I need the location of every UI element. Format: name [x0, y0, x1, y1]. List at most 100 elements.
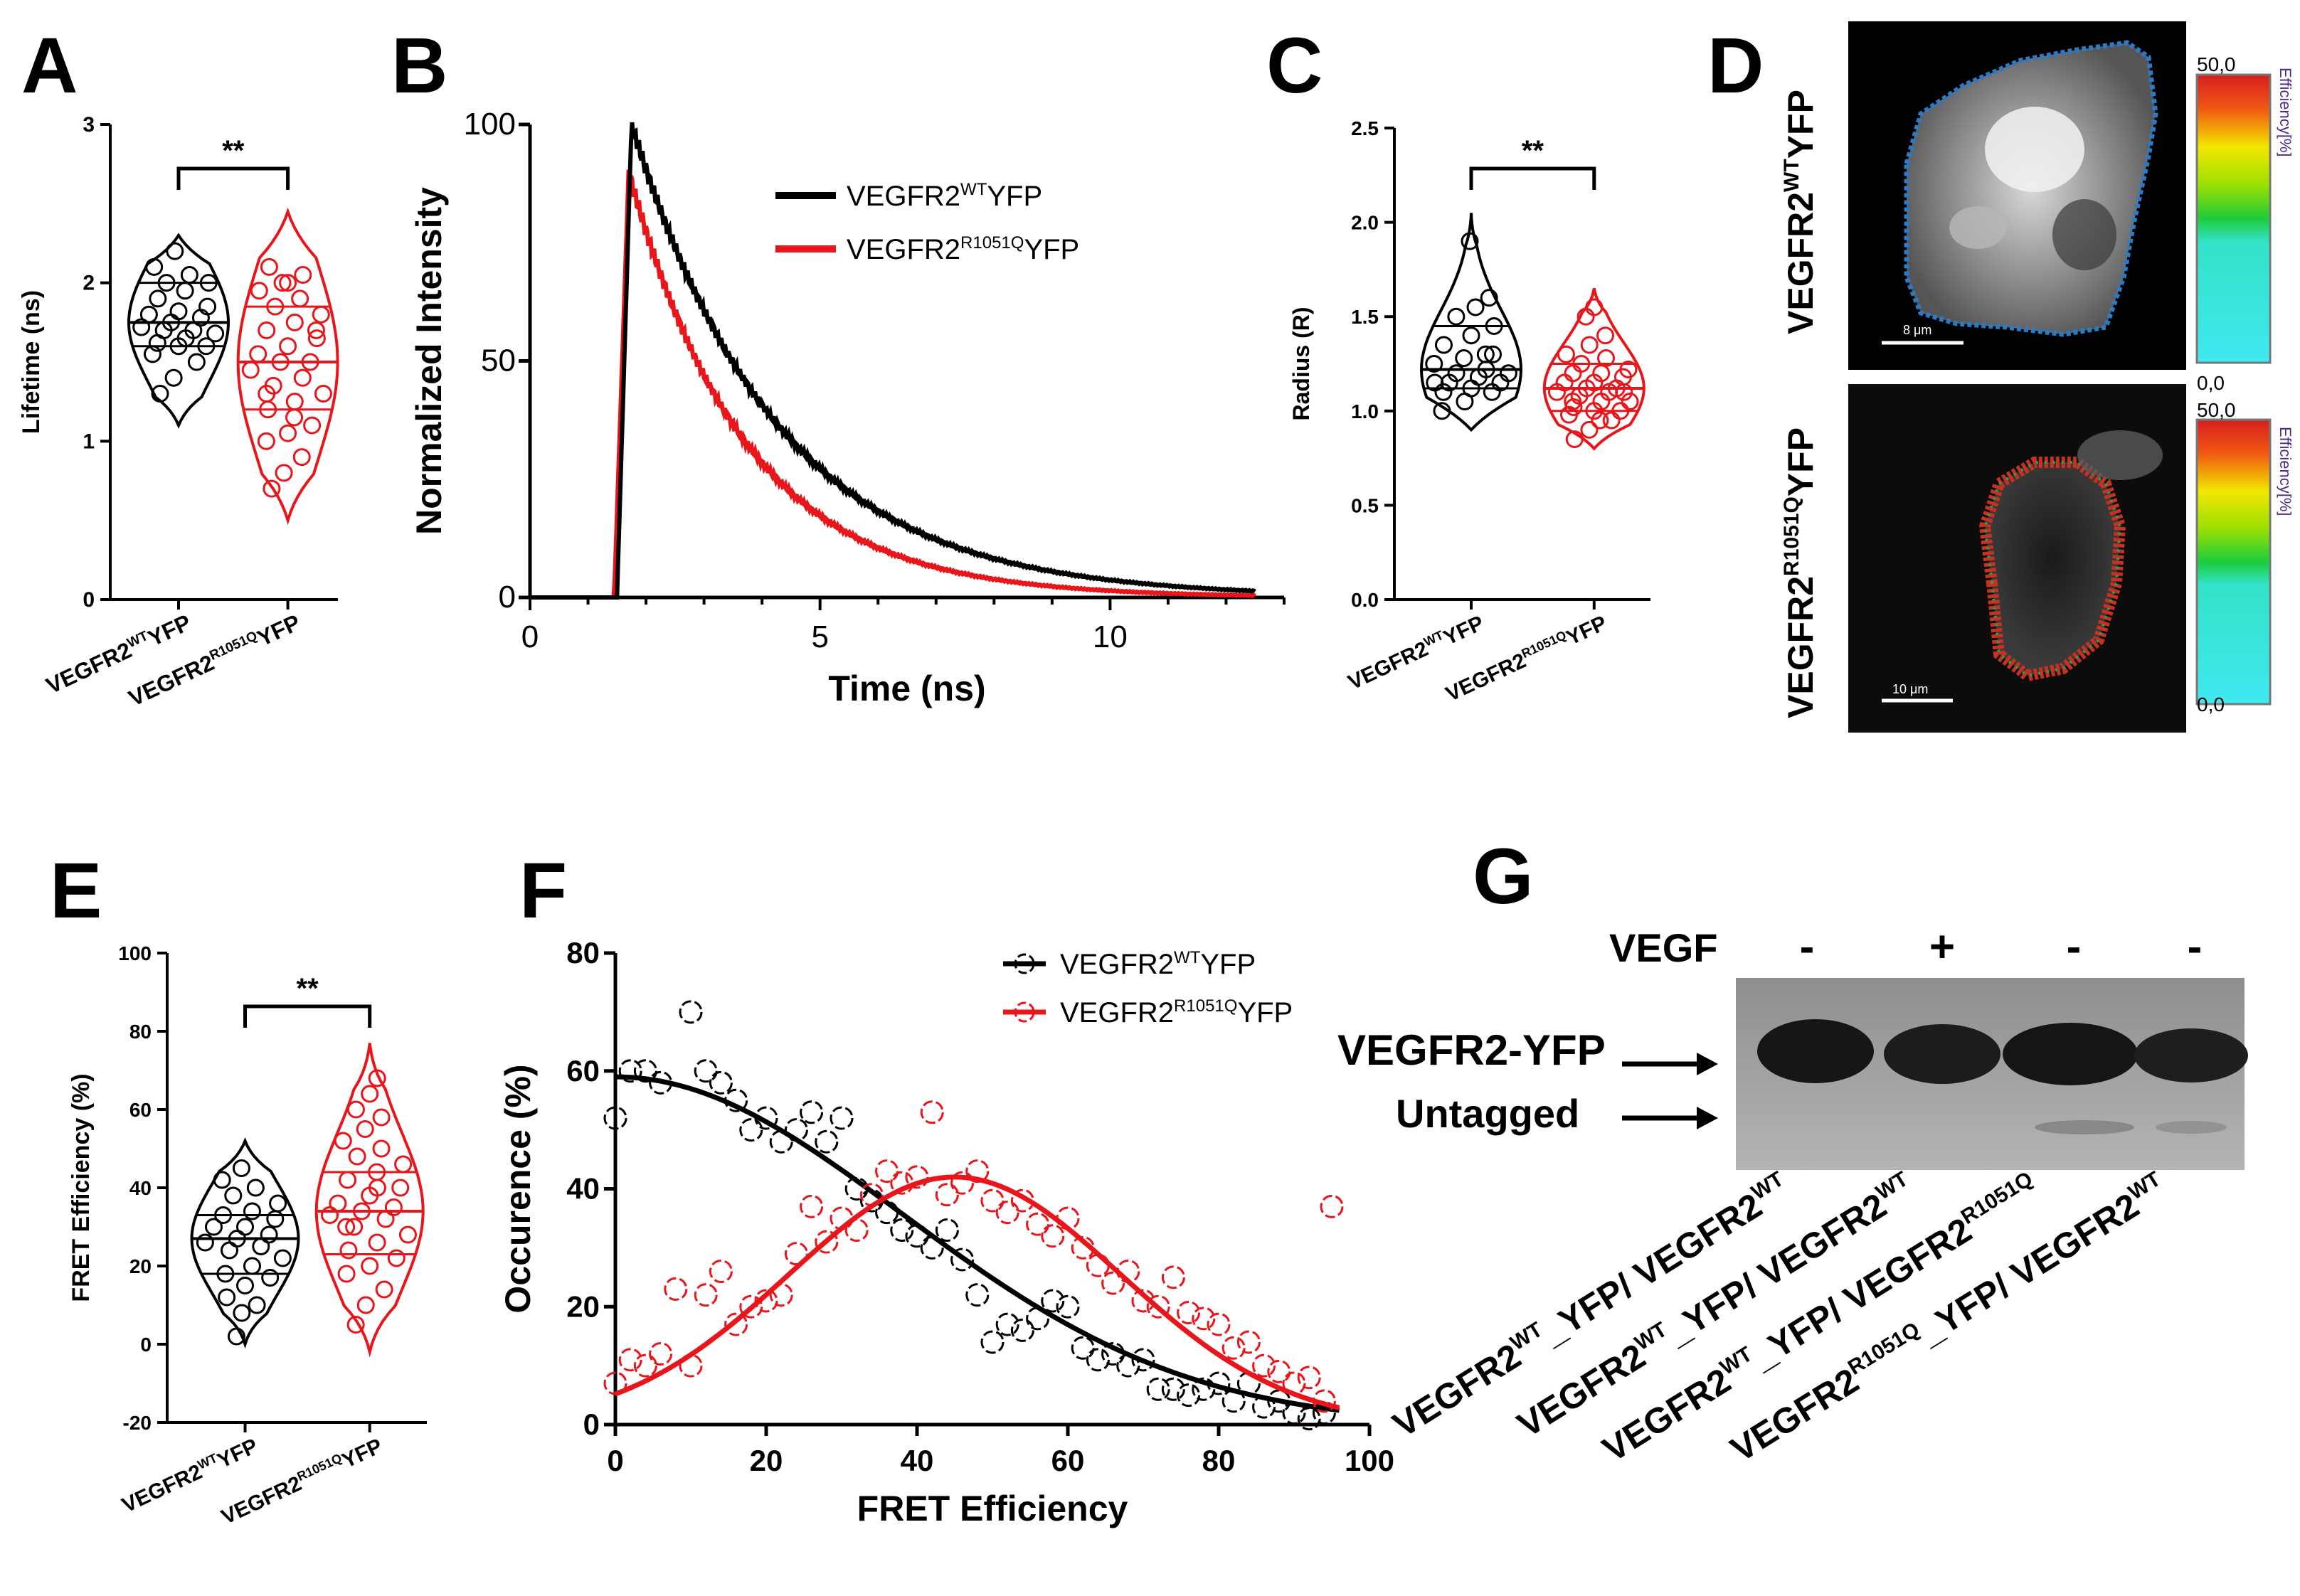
x-tick-label: 0 — [607, 1444, 623, 1477]
data-point — [334, 1132, 352, 1150]
data-point — [166, 242, 184, 260]
blot-band-lane-4 — [2134, 1028, 2248, 1082]
y-tick-label: 0 — [583, 1408, 600, 1441]
violin-outline — [127, 233, 230, 429]
data-point — [301, 353, 319, 371]
fit-line — [614, 1174, 1340, 1410]
scatter-point — [1026, 1212, 1050, 1236]
y-tick-label: 100 — [118, 942, 152, 964]
data-point — [243, 1202, 261, 1220]
panel-label-c: C — [1266, 22, 1323, 110]
scatter-point — [739, 1294, 763, 1319]
x-axis-label: FRET Efficiency — [857, 1489, 1128, 1528]
scatter-point — [995, 1201, 1019, 1225]
data-point — [361, 1085, 379, 1103]
data-point — [199, 274, 218, 292]
blot-untagged-lane-4 — [2156, 1121, 2227, 1134]
data-point — [266, 1210, 285, 1228]
panel-g-western-blot: VEGF - + - - VEGFR2-YFP Untagged VEGFR2W… — [1337, 922, 2248, 1469]
data-point — [241, 361, 260, 379]
data-point — [180, 266, 198, 284]
data-point — [132, 318, 151, 336]
y-tick-label: 0.0 — [1351, 589, 1379, 611]
scatter-point — [935, 1183, 959, 1207]
significance-bracket — [176, 166, 290, 190]
data-point — [294, 266, 312, 284]
data-point — [372, 1108, 391, 1127]
scatter-point — [724, 1312, 748, 1336]
data-point — [214, 1206, 233, 1224]
data-point — [1461, 232, 1479, 250]
data-point — [260, 1225, 278, 1244]
blot-untagged-lane-3 — [2035, 1120, 2134, 1134]
data-point — [291, 289, 309, 308]
data-point — [1591, 411, 1609, 430]
data-point — [348, 1147, 366, 1166]
y-tick-label: 1.0 — [1351, 400, 1379, 422]
y-tick-label: 80 — [129, 1021, 152, 1043]
scatter-point — [1071, 1336, 1095, 1360]
vegf-treatment-label: VEGF — [1609, 925, 1717, 970]
panel-d-colorbar-2 — [2195, 418, 2272, 706]
x-tick-label: 100 — [1345, 1444, 1394, 1477]
data-point — [246, 1179, 265, 1197]
data-point — [384, 1198, 403, 1216]
band-arrowhead-2 — [1697, 1107, 1718, 1129]
data-point — [269, 1194, 287, 1213]
blot-band-lane-1 — [1757, 1019, 1874, 1083]
scatter-point — [1041, 1224, 1065, 1248]
data-point — [258, 321, 276, 339]
data-point — [376, 1210, 395, 1228]
data-point — [368, 1233, 386, 1252]
panel-f-scatter: 0 20 40 60 80 0 20 40 60 80 100 FRET Efficiency Occu… — [498, 936, 1394, 1528]
scatter-point — [664, 1277, 688, 1301]
data-point — [368, 1179, 386, 1197]
data-point — [339, 1171, 357, 1189]
data-point — [346, 1100, 365, 1119]
blot-band-lane-2 — [1884, 1024, 2000, 1084]
y-tick-label: 0.5 — [1351, 494, 1379, 516]
data-point — [252, 1238, 270, 1255]
y-tick-label: 60 — [566, 1054, 600, 1087]
scatter-point — [1192, 1377, 1216, 1401]
scatter-point — [1146, 1377, 1170, 1401]
y-tick-label: 0 — [140, 1334, 152, 1356]
data-point — [1564, 398, 1583, 416]
scatter-point — [1252, 1353, 1276, 1378]
scatter-point — [905, 1165, 929, 1189]
scatter-point — [875, 1159, 899, 1183]
violin-outline — [1419, 213, 1523, 432]
x-tick-label: 40 — [901, 1444, 934, 1477]
fit-line — [615, 1074, 1340, 1413]
scatter-point — [1041, 1289, 1065, 1313]
data-point — [1580, 420, 1599, 439]
band-label-vegfr2-yfp: VEGFR2-YFP — [1337, 1026, 1606, 1074]
scatter-point — [1161, 1377, 1185, 1401]
y-axis-label: Normalized Intensity — [409, 187, 449, 535]
panel-label-f: F — [519, 847, 567, 935]
scatter-point — [815, 1230, 839, 1254]
data-point — [197, 337, 216, 356]
data-point — [260, 257, 278, 276]
significance-bracket — [243, 1004, 372, 1028]
panel-label-b: B — [391, 22, 447, 110]
panel-label-d: D — [1707, 22, 1764, 110]
y-tick-label: 100 — [464, 107, 516, 142]
data-point — [329, 1194, 347, 1213]
panel-d-microscopy: VEGFR2WTYFP 8 μm 50,0 0,0 Efficiency[%] … — [1780, 21, 2294, 733]
panel-d-cell-2 — [1978, 457, 2126, 682]
scatter-point — [754, 1289, 778, 1313]
panel-d-cbar-min-1: 0,0 — [2197, 372, 2225, 394]
legend-label: VEGFR2WTYFP — [1060, 948, 1256, 980]
data-point — [1499, 364, 1517, 383]
data-point — [1485, 316, 1503, 335]
y-tick-label: 2.5 — [1351, 117, 1379, 139]
data-point — [391, 1179, 410, 1197]
data-point — [1480, 289, 1498, 307]
legend-marker — [1014, 1001, 1035, 1023]
data-point — [1611, 402, 1630, 420]
data-point — [1434, 336, 1453, 354]
